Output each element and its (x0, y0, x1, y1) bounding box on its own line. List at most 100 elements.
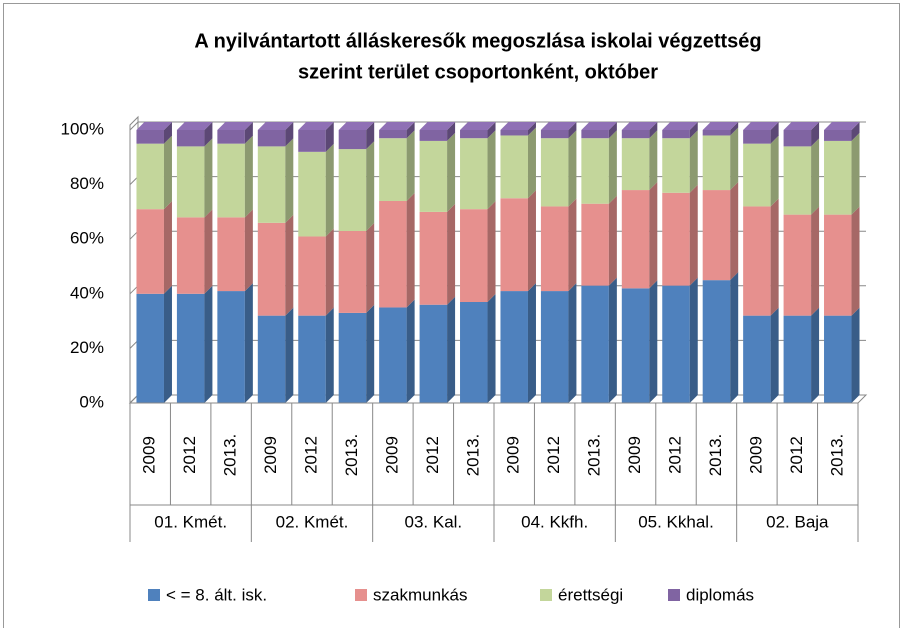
bar-top (460, 122, 496, 130)
bar-side (163, 135, 172, 210)
bar-segment (298, 151, 326, 237)
legend-swatch (540, 589, 552, 601)
bar-segment (338, 130, 367, 150)
bar-segment (500, 198, 528, 292)
bar-top (217, 122, 253, 130)
bar-side (568, 130, 577, 207)
x-tick-label: 2012 (787, 436, 806, 474)
bar-side (851, 122, 860, 141)
bar-segment (783, 130, 812, 147)
bar-side (770, 135, 779, 207)
bar-side (447, 203, 456, 305)
bar-side (811, 206, 820, 316)
bar-side (527, 283, 536, 403)
bar-side (568, 122, 577, 139)
bar-top (419, 122, 456, 130)
bar-side (851, 206, 860, 316)
bar-side (204, 122, 213, 147)
bar-side (770, 307, 779, 403)
x-tick-label: 2009 (140, 436, 159, 474)
bar-side (649, 280, 658, 403)
bar-segment (419, 304, 448, 403)
bar-segment (824, 140, 852, 215)
bar-side (770, 198, 779, 316)
bar-segment (702, 135, 731, 191)
bar-side (325, 307, 334, 403)
bar-segment (743, 315, 771, 403)
bar-segment (662, 192, 690, 286)
legend-swatch (668, 589, 680, 601)
bar-top (662, 122, 698, 130)
bar-side (730, 182, 739, 281)
legend-label: szakmunkás (373, 585, 467, 604)
bar-side (406, 299, 415, 403)
bar-segment (540, 138, 569, 207)
bar-side (244, 283, 253, 403)
legend-label: érettségi (558, 585, 623, 604)
bar-segment (702, 190, 731, 281)
bar-segment (217, 143, 245, 218)
x-tick-label: 2012 (665, 436, 684, 474)
bar-segment (379, 138, 407, 201)
bar-side (608, 195, 617, 286)
bar-top (176, 122, 213, 130)
bar-side (406, 130, 415, 201)
bar-top (824, 122, 860, 130)
bar-top (257, 122, 294, 130)
bar-segment (379, 307, 407, 403)
bar-side (285, 138, 294, 223)
bar-side (325, 143, 334, 237)
bar-segment (338, 312, 367, 403)
bar-side (447, 132, 456, 212)
group-label: 01. Kmét. (154, 512, 227, 531)
bar-side (568, 198, 577, 292)
bar-segment (743, 130, 771, 144)
bar-segment (783, 214, 812, 316)
bar-segment (460, 138, 488, 210)
chart-title: szerint terület csoportonként, október (298, 61, 658, 83)
bar-top (338, 122, 375, 130)
group-label: 02. Kmét. (276, 512, 349, 531)
bar-side (204, 138, 213, 218)
bar-segment (500, 135, 528, 199)
x-tick-label: 2012 (301, 436, 320, 474)
bar-segment (621, 130, 650, 139)
bar-side (730, 272, 739, 403)
bar-segment (743, 206, 771, 316)
bar-side (366, 141, 375, 232)
bar-side (730, 122, 739, 136)
bar-side (608, 277, 617, 403)
bar-side (730, 127, 739, 191)
bar-side (527, 127, 536, 199)
bar-segment (136, 143, 164, 210)
x-tick-label: 2013. (463, 434, 482, 477)
bar-side (689, 277, 698, 403)
x-tick-label: 2009 (746, 436, 765, 474)
bar-top (783, 122, 820, 130)
bar-side (366, 122, 375, 150)
group-label: 05. Kkhal. (638, 512, 714, 531)
x-tick-label: 2012 (544, 436, 563, 474)
bar-side (608, 130, 617, 204)
bar-side (689, 130, 698, 193)
grid-line (129, 121, 139, 131)
bar-side (163, 201, 172, 294)
x-tick-label: 2013. (342, 434, 361, 477)
bar-segment (176, 217, 205, 294)
bar-side (851, 132, 860, 215)
y-tick-label: 60% (70, 229, 104, 248)
x-tick-label: 2009 (261, 436, 280, 474)
legend-swatch (148, 589, 160, 601)
bar-top (500, 122, 536, 130)
bar-side (285, 307, 294, 403)
bar-side (487, 122, 496, 139)
bar-side (366, 304, 375, 403)
bar-segment (136, 293, 164, 403)
bar-segment (419, 140, 448, 212)
bar-side (244, 122, 253, 144)
bar-segment (824, 130, 852, 141)
bar-segment (743, 143, 771, 207)
bar-segment (176, 146, 205, 218)
bar-segment (783, 146, 812, 215)
